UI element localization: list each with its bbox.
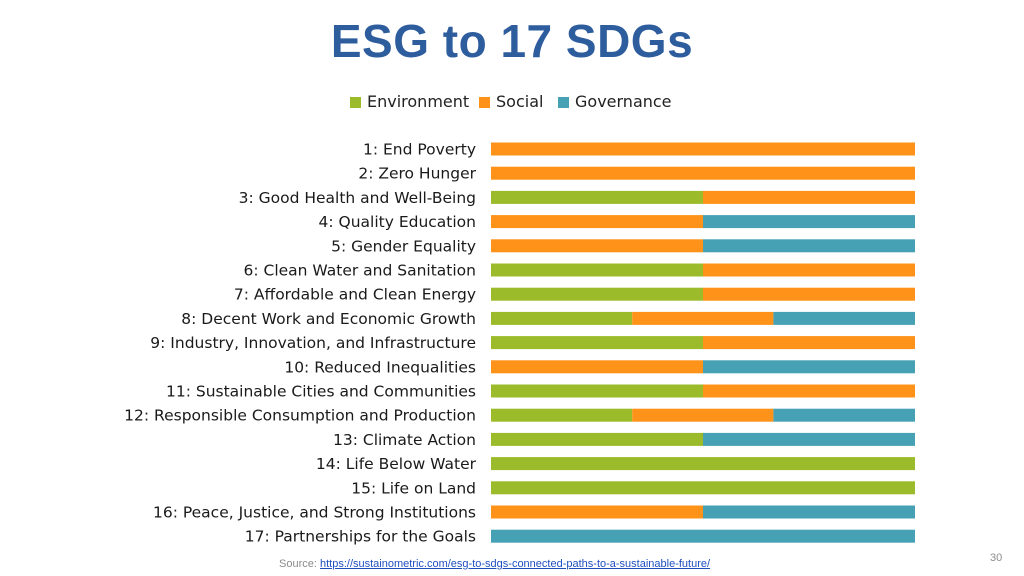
bar-segment-governance (703, 239, 915, 253)
legend-label-governance: Governance (575, 92, 672, 111)
bar-segment-environment (491, 263, 703, 277)
bar-plot-area (491, 142, 915, 543)
page-number: 30 (990, 552, 1003, 564)
bar-segment-social (491, 142, 915, 156)
category-labels: 1: End Poverty 2: Zero Hunger 3: Good Heal… (124, 141, 476, 546)
category-label: 9: Industry, Innovation, and Infrastruct… (150, 334, 476, 352)
category-label: 10: Reduced Inequalities (284, 358, 476, 376)
bar-segment-social (703, 384, 915, 398)
bar-segment-environment (491, 287, 703, 301)
category-label: 4: Quality Education (319, 213, 477, 231)
category-label: 7: Affordable and Clean Energy (234, 286, 476, 304)
legend-label-environment: Environment (367, 92, 469, 111)
bar-segment-environment (491, 481, 915, 495)
bar-segment-social (491, 166, 915, 180)
bar-segment-social (703, 336, 915, 350)
legend-swatch-environment (350, 97, 361, 108)
bar-segment-social (632, 408, 774, 422)
legend-label-social: Social (496, 92, 543, 111)
category-label: 2: Zero Hunger (358, 165, 476, 183)
bar-segment-governance (703, 505, 915, 519)
bar-segment-environment (491, 432, 703, 446)
category-label: 1: End Poverty (363, 141, 476, 159)
category-label: 15: Life on Land (351, 479, 476, 497)
chart-legend: Environment Social Governance (350, 92, 672, 111)
category-label: 3: Good Health and Well-Being (239, 189, 476, 207)
source-link[interactable]: https://sustainometric.com/esg-to-sdgs-c… (319, 558, 711, 570)
category-label: 11: Sustainable Cities and Communities (166, 383, 476, 401)
bar-segment-social (703, 190, 915, 204)
category-label: 12: Responsible Consumption and Producti… (124, 407, 476, 425)
category-label: 5: Gender Equality (331, 237, 476, 255)
source-citation: Source: https://sustainometric.com/esg-t… (279, 558, 710, 570)
category-label: 17: Partnerships for the Goals (245, 528, 476, 546)
legend-swatch-social (479, 97, 490, 108)
bar-segment-governance (703, 360, 915, 374)
bar-segment-environment (491, 384, 703, 398)
bar-segment-social (703, 287, 915, 301)
category-label: 14: Life Below Water (316, 455, 477, 473)
bar-segment-social (491, 360, 703, 374)
bar-segment-social (703, 263, 915, 277)
category-label: 6: Clean Water and Sanitation (244, 262, 477, 280)
bar-segment-governance (491, 529, 915, 543)
bar-segment-environment (491, 408, 633, 422)
bar-segment-social (491, 215, 703, 229)
bar-segment-environment (491, 311, 633, 325)
bar-segment-governance (773, 311, 915, 325)
bar-segment-governance (703, 432, 915, 446)
category-label: 16: Peace, Justice, and Strong Instituti… (153, 504, 476, 522)
category-label: 13: Climate Action (333, 431, 476, 449)
bar-segment-social (632, 311, 774, 325)
slide-title: ESG to 17 SDGs (330, 15, 694, 67)
bar-segment-environment (491, 190, 703, 204)
category-label: 8: Decent Work and Economic Growth (181, 310, 476, 328)
bar-segment-governance (773, 408, 915, 422)
bar-segment-governance (703, 215, 915, 229)
legend-swatch-governance (558, 97, 569, 108)
bar-segment-environment (491, 457, 915, 471)
source-label: Source: (279, 558, 317, 570)
bar-segment-social (491, 239, 703, 253)
bar-segment-environment (491, 336, 703, 350)
bar-segment-social (491, 505, 703, 519)
